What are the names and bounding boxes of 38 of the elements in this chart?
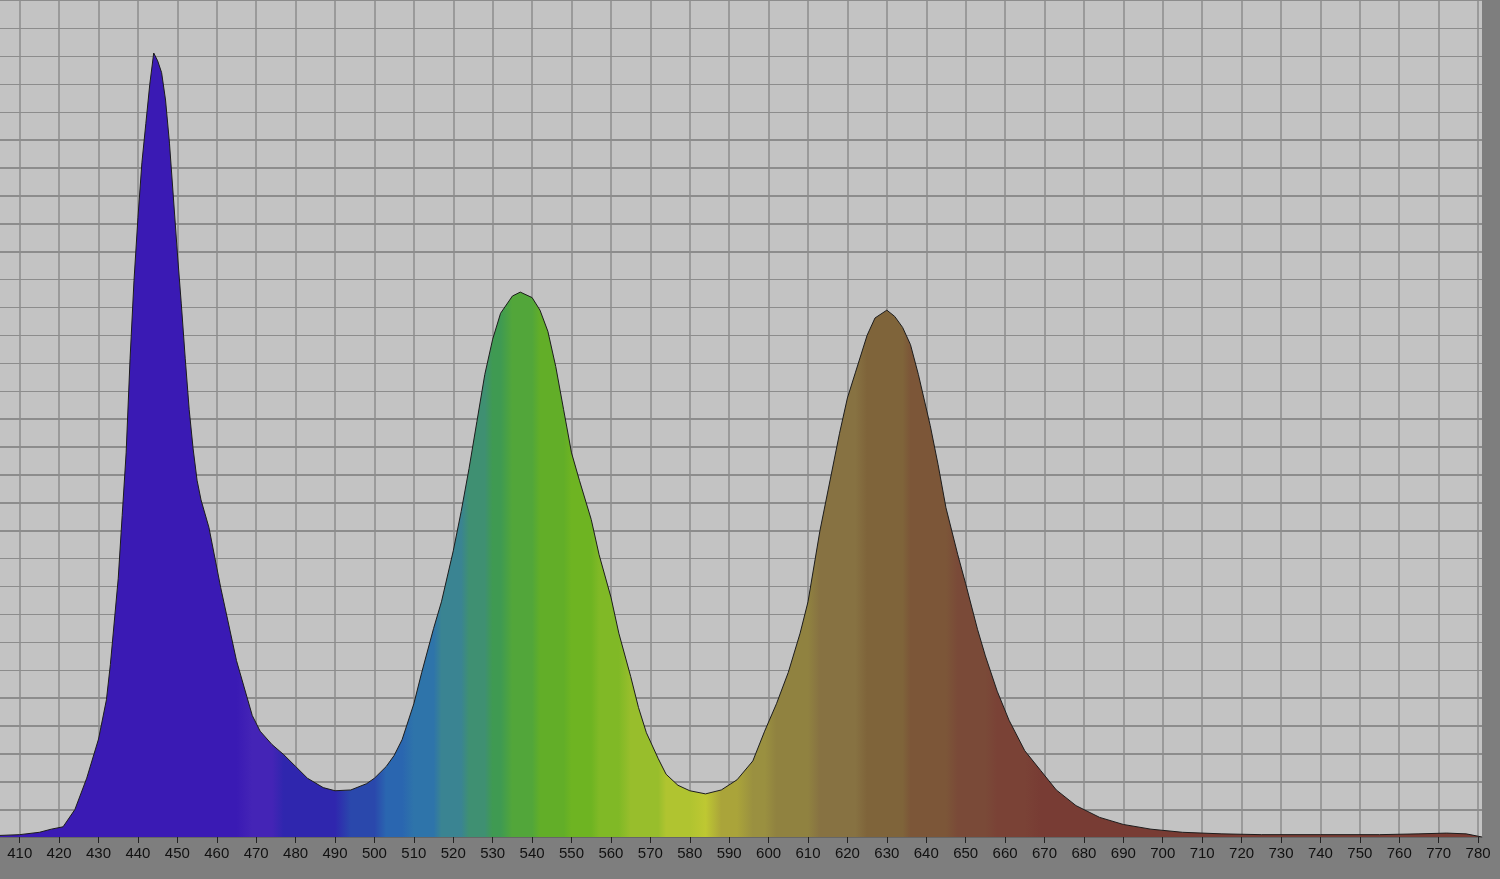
x-tick-label: 600 — [756, 844, 782, 861]
x-tick-label: 630 — [874, 844, 900, 861]
x-tick-label: 560 — [598, 844, 624, 861]
x-tick-label: 580 — [677, 844, 703, 861]
x-tick-label: 620 — [834, 844, 860, 861]
x-tick-label: 590 — [716, 844, 742, 861]
x-tick-label: 640 — [913, 844, 939, 861]
x-tick-label: 540 — [519, 844, 545, 861]
x-tick-label: 770 — [1426, 844, 1452, 861]
x-tick-label: 450 — [164, 844, 190, 861]
x-tick-label: 650 — [953, 844, 979, 861]
x-tick-label: 660 — [992, 844, 1018, 861]
x-tick-label: 710 — [1189, 844, 1215, 861]
x-tick-label: 440 — [125, 844, 151, 861]
x-tick-label: 690 — [1110, 844, 1136, 861]
x-tick-label: 740 — [1307, 844, 1333, 861]
x-tick-label: 510 — [401, 844, 427, 861]
x-tick-label: 670 — [1031, 844, 1058, 861]
x-tick-label: 470 — [243, 844, 269, 861]
x-tick-label: 570 — [637, 844, 663, 861]
x-tick-label: 780 — [1465, 844, 1491, 861]
x-tick-label: 680 — [1071, 844, 1097, 861]
x-tick-label: 550 — [559, 844, 585, 861]
x-tick-label: 490 — [322, 844, 348, 861]
x-tick-label: 420 — [46, 844, 72, 861]
x-tick-label: 480 — [283, 844, 309, 861]
x-tick-label: 430 — [86, 844, 112, 861]
x-tick-label: 750 — [1347, 844, 1373, 861]
x-tick-label: 720 — [1229, 844, 1255, 861]
x-tick-label: 730 — [1268, 844, 1294, 861]
x-tick-label: 760 — [1386, 844, 1412, 861]
x-tick-label: 700 — [1150, 844, 1176, 861]
x-tick-label: 460 — [204, 844, 230, 861]
x-tick-label: 410 — [7, 844, 33, 861]
x-tick-label: 530 — [480, 844, 506, 861]
x-tick-label: 520 — [440, 844, 466, 861]
x-tick-label: 610 — [795, 844, 821, 861]
x-tick-label: 500 — [361, 844, 387, 861]
